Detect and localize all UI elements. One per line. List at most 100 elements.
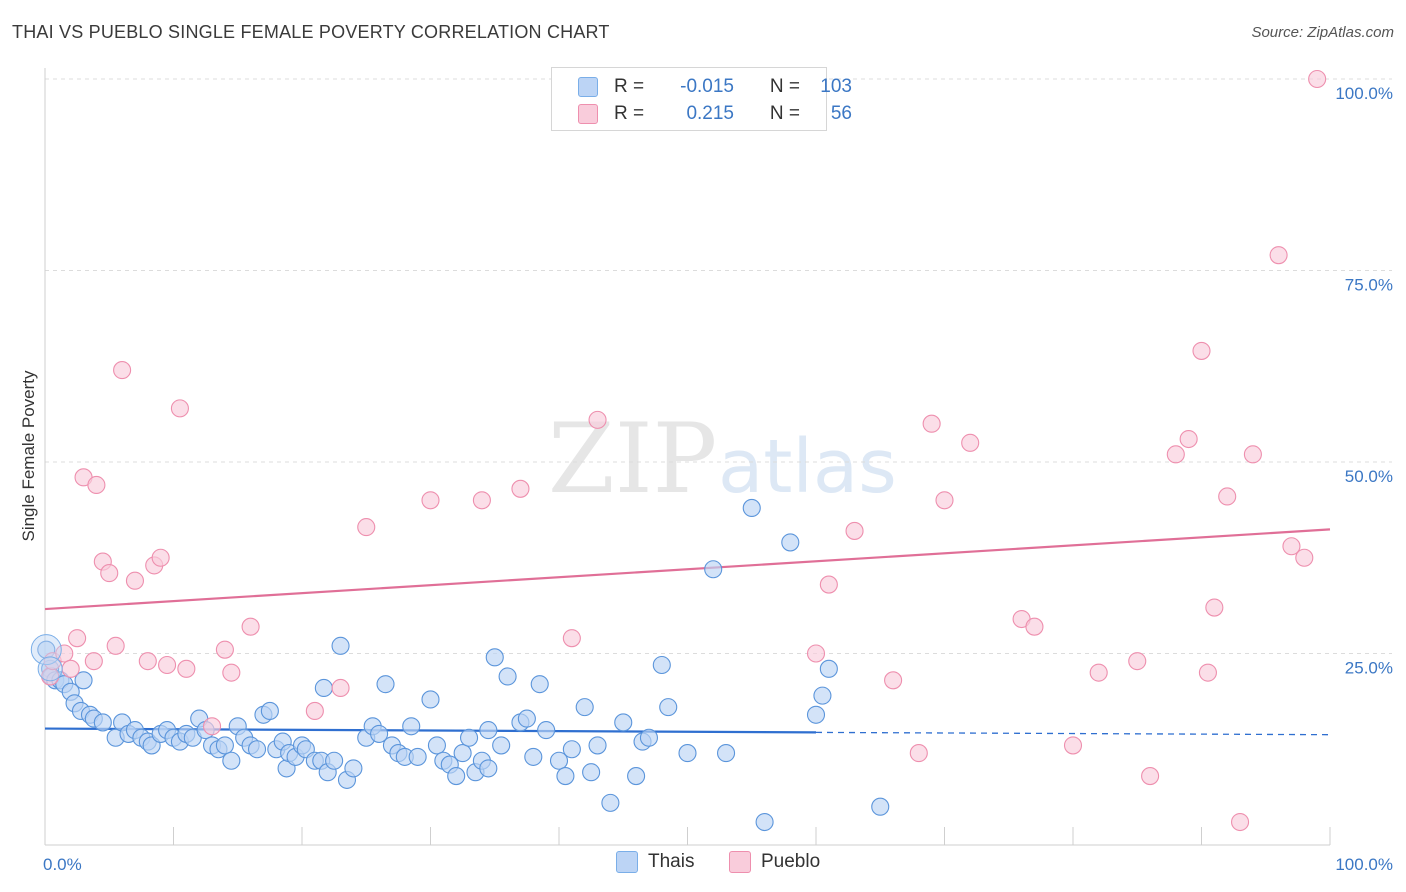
thais-point <box>402 717 421 736</box>
thais-point <box>575 698 594 717</box>
thais-point <box>260 701 279 721</box>
thais-point <box>325 751 344 770</box>
watermark: ZIP atlas <box>548 403 897 515</box>
legend-r-value-thais: -0.015 <box>680 76 734 97</box>
pueblo-point <box>1089 663 1108 682</box>
legend-r-value-pueblo: 0.215 <box>686 103 734 124</box>
pueblo-point <box>357 518 376 537</box>
pueblo-point <box>68 629 87 648</box>
thais-point <box>427 736 446 755</box>
thais-point <box>614 713 633 732</box>
thais-point <box>376 675 395 694</box>
pueblo-point <box>84 652 103 671</box>
thais-point <box>517 709 536 728</box>
thais-point <box>215 736 234 755</box>
thais-point <box>492 736 511 755</box>
pueblo-point <box>241 617 260 636</box>
pueblo-point <box>1231 812 1250 832</box>
legend-r-label: R = <box>614 103 645 124</box>
bottom-legend-thais: Thais <box>616 851 694 873</box>
pueblo-point <box>961 433 980 452</box>
pueblo-point <box>1282 537 1301 556</box>
bottom-legend-label-pueblo: Pueblo <box>761 851 821 872</box>
watermark-atlas: atlas <box>718 424 897 510</box>
thais-point <box>549 751 569 770</box>
stats-legend: R = -0.015 N = 103 R = 0.215 N = 56 <box>551 67 852 131</box>
pueblo-point <box>151 548 170 567</box>
pueblo-point <box>1269 246 1288 265</box>
bottom-legend-pueblo: Pueblo <box>729 851 820 873</box>
pueblo-point <box>1218 487 1237 506</box>
pueblo-point <box>100 564 119 583</box>
y-tick-label: 100.0% <box>1335 84 1393 103</box>
thais-point <box>871 797 890 816</box>
pueblo-point <box>305 701 324 721</box>
thais-point <box>537 721 556 740</box>
pueblo-point <box>922 414 941 433</box>
thais-point <box>459 728 479 747</box>
thais-point <box>813 686 832 705</box>
pueblo-point <box>819 575 838 594</box>
thais-point <box>370 724 389 743</box>
y-tick-label: 50.0% <box>1345 467 1393 486</box>
thais-point <box>344 759 363 778</box>
thais-point <box>485 648 504 667</box>
thais-point <box>453 744 472 763</box>
pueblo-point <box>87 475 106 495</box>
pueblo-point <box>806 644 826 663</box>
thais-point <box>781 533 800 552</box>
pueblo-point <box>1166 445 1185 464</box>
legend-n-label: N = <box>769 103 800 124</box>
pueblo-point <box>472 491 491 510</box>
pueblo-point <box>1205 598 1224 617</box>
pueblo-point <box>203 717 222 736</box>
tick-labels: 25.0% 50.0% 75.0% 100.0% 0.0% 100.0% <box>43 84 1393 874</box>
bottom-legend-label-thais: Thais <box>648 851 695 872</box>
pueblo-point <box>113 361 132 380</box>
legend-n-value-pueblo: 56 <box>830 103 852 124</box>
thais-point <box>479 721 498 740</box>
pueblo-point <box>845 521 864 540</box>
pueblo-point <box>55 644 74 663</box>
legend-row-thais: R = -0.015 N = 103 <box>578 75 852 99</box>
thais-point <box>806 705 826 724</box>
thais-point <box>627 767 646 786</box>
pueblo-point <box>1025 617 1044 636</box>
y-tick-label: 75.0% <box>1345 276 1393 295</box>
pueblo-point <box>1128 652 1147 671</box>
pueblo-point <box>138 652 157 671</box>
pueblo-point <box>588 410 607 429</box>
thais-point <box>659 698 678 717</box>
pueblo-point <box>158 655 177 675</box>
thais-point <box>447 767 466 786</box>
legend-swatch-pueblo <box>578 104 598 124</box>
pueblo-point <box>884 671 903 690</box>
thais-point <box>530 675 549 694</box>
legend-row-pueblo: R = 0.215 N = 56 <box>578 102 852 126</box>
thais-point <box>639 728 659 747</box>
thais-point <box>755 812 774 832</box>
legend-swatch-thais <box>578 77 598 97</box>
thais-point <box>314 678 333 698</box>
pueblo-point <box>935 491 954 510</box>
pueblo-point <box>222 663 241 682</box>
pueblo-point <box>421 491 440 510</box>
bottom-legend-swatch-pueblo <box>729 851 751 873</box>
bottom-legend-swatch-thais <box>616 851 638 873</box>
watermark-zip: ZIP <box>548 403 717 515</box>
pueblo-point <box>177 659 196 678</box>
thais-point <box>588 736 607 755</box>
thais-point <box>582 763 601 782</box>
thais-point <box>742 498 761 518</box>
data-points <box>30 69 1327 832</box>
thais-point <box>408 747 427 766</box>
pueblo-point <box>1179 429 1198 449</box>
thais-point <box>222 751 241 770</box>
pueblo-point <box>125 571 144 590</box>
pueblo-point <box>1141 767 1160 786</box>
pueblo-point <box>215 640 234 659</box>
pueblo-point <box>170 399 189 418</box>
pueblo-point <box>511 479 530 498</box>
pueblo-point <box>1063 736 1083 755</box>
